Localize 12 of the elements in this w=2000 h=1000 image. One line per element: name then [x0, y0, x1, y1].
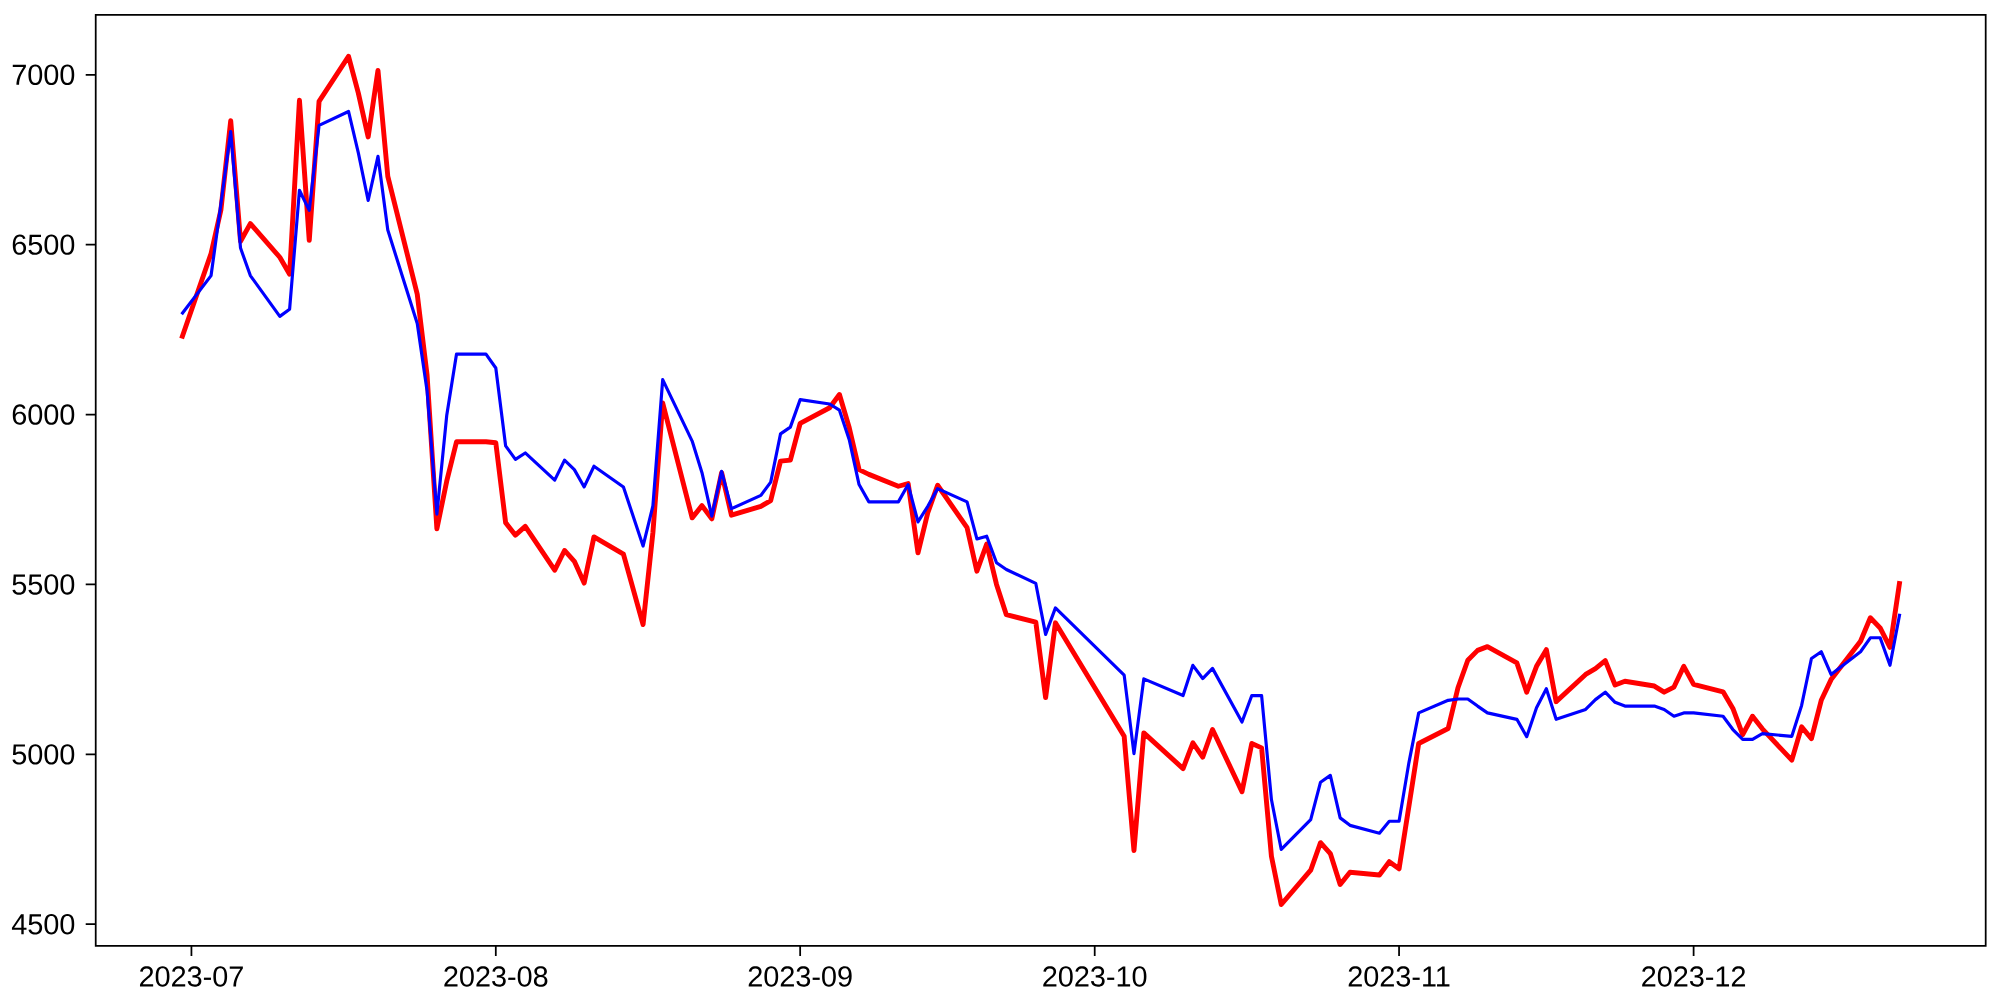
y-tick-label: 6500	[12, 234, 75, 255]
x-tick-label: 2023-12	[1642, 966, 1746, 987]
y-tick-label: 5500	[12, 574, 75, 595]
x-tick-label: 2023-11	[1348, 966, 1450, 987]
x-tick-label: 2023-10	[1043, 966, 1147, 987]
y-tick-label: 4500	[11, 914, 75, 935]
y-tick-label: 7000	[12, 64, 75, 85]
y-tick-label: 5000	[12, 744, 75, 765]
x-tick-label: 2023-08	[444, 966, 548, 987]
x-tick-label: 2023-09	[748, 966, 852, 987]
y-tick-label: 6000	[12, 404, 75, 425]
x-tick-label: 2023-07	[139, 966, 243, 987]
